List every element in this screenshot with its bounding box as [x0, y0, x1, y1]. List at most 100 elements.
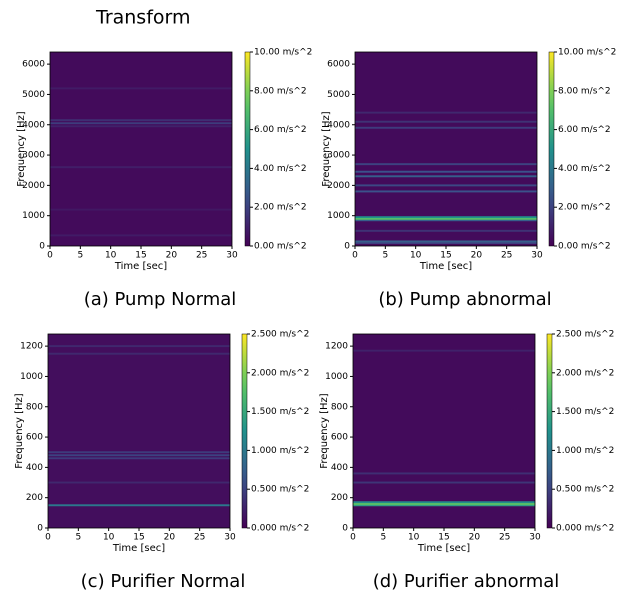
y-tick-label: 0 [342, 524, 348, 534]
y-tick-label: 6000 [327, 60, 350, 70]
x-tick-label: 25 [196, 251, 207, 261]
y-tick-label: 600 [331, 433, 348, 443]
frequency-band [50, 166, 232, 169]
plot-background [355, 52, 537, 246]
colorbar-tick-label: 0.500 m/s^2 [556, 485, 614, 495]
y-tick-label: 0 [344, 242, 350, 252]
y-tick-label: 400 [331, 463, 348, 473]
frequency-band [355, 175, 537, 178]
colorbar-tick-label: 10.00 m/s^2 [558, 48, 616, 58]
caption: (a) Pump Normal [84, 289, 237, 310]
frequency-band [355, 184, 537, 187]
x-tick-label: 15 [135, 251, 146, 261]
y-tick-label: 1200 [20, 342, 43, 352]
x-tick-label: 0 [45, 533, 51, 543]
y-tick-label: 5000 [327, 90, 350, 100]
x-tick-label: 15 [133, 533, 144, 543]
x-tick-label: 15 [438, 533, 449, 543]
caption: (c) Purifier Normal [81, 571, 246, 592]
frequency-band [355, 120, 537, 123]
colorbar-tick-label: 0.00 m/s^2 [254, 242, 307, 252]
colorbar-tick-label: 2.00 m/s^2 [558, 203, 611, 213]
colorbar-tick-label: 8.00 m/s^2 [558, 86, 611, 96]
frequency-band [355, 240, 537, 243]
x-tick-label: 5 [75, 533, 81, 543]
colorbar-tick-label: 2.000 m/s^2 [556, 368, 614, 378]
frequency-band [355, 241, 537, 244]
x-tick-label: 10 [103, 533, 115, 543]
y-axis-label: Frequency [Hz] [14, 393, 25, 469]
y-tick-label: 1000 [20, 372, 43, 382]
frequency-band [355, 216, 537, 219]
frequency-band [355, 163, 537, 166]
colorbar-tick-label: 1.000 m/s^2 [251, 446, 309, 456]
frequency-band [48, 481, 230, 484]
y-tick-label: 6000 [22, 60, 45, 70]
plot-background [50, 52, 232, 246]
x-axis-label: Time [sec] [112, 543, 165, 554]
frequency-band [355, 111, 537, 114]
frequency-band [48, 451, 230, 454]
frequency-band [355, 229, 537, 232]
x-tick-label: 20 [164, 533, 176, 543]
frequency-band [50, 125, 232, 128]
colorbar-tick-label: 6.00 m/s^2 [254, 125, 307, 135]
frequency-band [353, 481, 535, 484]
frequency-band [355, 217, 537, 220]
frequency-band [50, 234, 232, 237]
colorbar-tick-label: 1.500 m/s^2 [251, 407, 309, 417]
x-tick-label: 25 [194, 533, 205, 543]
colorbar-tick-label: 0.00 m/s^2 [558, 242, 611, 252]
frequency-band [48, 504, 230, 507]
y-axis-label: Frequency [Hz] [319, 393, 330, 469]
x-tick-label: 25 [501, 251, 512, 261]
frequency-band [50, 119, 232, 122]
frequency-band [353, 504, 535, 507]
frequency-band [48, 457, 230, 460]
y-tick-label: 1000 [327, 211, 350, 221]
y-tick-label: 1000 [22, 211, 45, 221]
frequency-band [353, 501, 535, 504]
colorbar-tick-label: 2.500 m/s^2 [556, 330, 614, 340]
colorbar-tick-label: 0.000 m/s^2 [556, 524, 614, 534]
x-tick-label: 30 [531, 251, 543, 261]
colorbar-tick-label: 8.00 m/s^2 [254, 86, 307, 96]
frequency-band [355, 190, 537, 193]
x-tick-label: 20 [469, 533, 481, 543]
x-tick-label: 5 [382, 251, 388, 261]
colorbar [548, 51, 555, 247]
x-axis-label: Time [sec] [417, 543, 470, 554]
frequency-band [355, 170, 537, 173]
y-tick-label: 800 [331, 402, 348, 412]
y-axis-label: Frequency [Hz] [321, 111, 332, 187]
heading: Transform [95, 7, 191, 29]
x-tick-label: 30 [529, 533, 541, 543]
frequency-band [50, 87, 232, 90]
caption: (d) Purifier abnormal [373, 571, 560, 592]
x-tick-label: 10 [105, 251, 117, 261]
frequency-band [355, 126, 537, 129]
y-axis-label: Frequency [Hz] [16, 111, 27, 187]
frequency-band [353, 349, 535, 352]
x-tick-label: 20 [166, 251, 178, 261]
frequency-band [50, 122, 232, 125]
y-tick-label: 2000 [22, 181, 45, 191]
y-tick-label: 1200 [325, 342, 348, 352]
y-tick-label: 400 [26, 463, 43, 473]
y-tick-label: 200 [26, 493, 43, 503]
x-tick-label: 10 [408, 533, 420, 543]
frequency-band [355, 219, 537, 222]
colorbar-tick-label: 1.500 m/s^2 [556, 407, 614, 417]
y-tick-label: 0 [37, 524, 43, 534]
x-axis-label: Time [sec] [419, 261, 472, 272]
frequency-band [48, 352, 230, 355]
y-tick-label: 1000 [325, 372, 348, 382]
x-tick-label: 10 [410, 251, 422, 261]
x-tick-label: 30 [226, 251, 238, 261]
x-tick-label: 15 [440, 251, 451, 261]
x-tick-label: 5 [380, 533, 386, 543]
colorbar-tick-label: 1.000 m/s^2 [556, 446, 614, 456]
y-tick-label: 800 [26, 402, 43, 412]
y-tick-label: 5000 [22, 90, 45, 100]
y-tick-label: 3000 [22, 151, 45, 161]
